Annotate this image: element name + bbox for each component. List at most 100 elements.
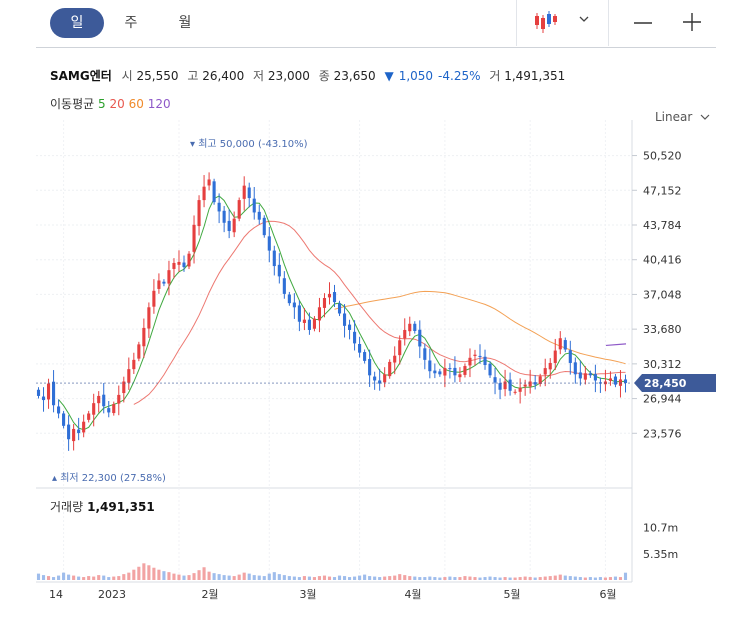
candle-body bbox=[523, 384, 527, 387]
volume-bar bbox=[36, 573, 41, 580]
candle-body bbox=[77, 429, 81, 434]
volume-bar bbox=[528, 577, 532, 580]
candle-body bbox=[337, 303, 342, 314]
candle-body bbox=[478, 355, 482, 357]
volume-bar bbox=[277, 574, 281, 580]
candle-body bbox=[192, 224, 196, 252]
candle-body bbox=[548, 362, 552, 370]
volume-bar bbox=[388, 576, 392, 580]
ma-legend: 이동평균 5 20 60 120 bbox=[50, 95, 171, 112]
candle-body bbox=[212, 181, 216, 203]
volume-bar bbox=[82, 577, 86, 580]
candle-body bbox=[307, 319, 311, 330]
volume-bar bbox=[87, 576, 91, 580]
volume-bar bbox=[538, 577, 542, 580]
volume-bar bbox=[147, 565, 151, 580]
volume-bar bbox=[568, 576, 572, 580]
zoom-in-button[interactable] bbox=[680, 10, 704, 34]
volume-bar bbox=[92, 576, 96, 580]
volume-bar bbox=[167, 572, 171, 580]
volume-bar bbox=[603, 577, 607, 580]
low-label: 저 bbox=[253, 69, 265, 83]
y-tick-label: 43,784 bbox=[643, 219, 682, 232]
candle-body bbox=[132, 359, 136, 370]
candle-body bbox=[513, 391, 517, 393]
volume-bar bbox=[563, 575, 567, 580]
volume-bar bbox=[368, 576, 372, 580]
change-pct: -4.25% bbox=[438, 69, 481, 83]
candle-body bbox=[533, 382, 537, 385]
candle-body bbox=[217, 202, 221, 212]
volume-bar bbox=[182, 575, 186, 580]
low-value: 23,000 bbox=[267, 69, 310, 83]
candle-body bbox=[122, 381, 126, 394]
volume-bar bbox=[458, 577, 462, 580]
ma-legend-5[interactable]: 5 bbox=[98, 97, 106, 111]
candle-body bbox=[443, 368, 447, 376]
candle-body bbox=[578, 372, 582, 379]
volume-bar bbox=[498, 577, 502, 580]
toolbar-divider bbox=[516, 0, 517, 46]
y-tick-label: 40,416 bbox=[643, 254, 682, 267]
stock-info: SAMG엔터 시 25,550 고 26,400 저 23,000 종 23,6… bbox=[50, 67, 570, 84]
volume-bar bbox=[172, 573, 176, 580]
ma5-line bbox=[58, 195, 626, 431]
candle-body bbox=[222, 210, 226, 223]
candle-body bbox=[302, 319, 306, 323]
candle-body bbox=[528, 381, 532, 387]
candle-body bbox=[373, 376, 377, 381]
candle-body bbox=[252, 198, 256, 213]
volume-bar bbox=[187, 575, 191, 580]
candle-body bbox=[573, 362, 577, 375]
volume-bar bbox=[127, 572, 131, 580]
ma120-line bbox=[605, 343, 627, 347]
tab-month[interactable]: 월 bbox=[178, 15, 192, 31]
candle-body bbox=[52, 381, 56, 406]
candle-body bbox=[41, 396, 46, 401]
volume-bar bbox=[623, 572, 628, 580]
candle-chart-icon bbox=[535, 11, 589, 33]
volume-bar bbox=[473, 577, 477, 580]
volume-bar bbox=[398, 574, 402, 580]
volume-bar bbox=[618, 577, 623, 580]
tab-week[interactable]: 주 bbox=[124, 15, 138, 31]
candle-body bbox=[227, 220, 231, 232]
candle-body bbox=[388, 361, 392, 377]
ma-legend-60[interactable]: 60 bbox=[128, 97, 144, 111]
x-axis-labels: 14 2023 2월 3월 4월 5월 6월 bbox=[49, 588, 617, 601]
candle-body bbox=[553, 350, 557, 363]
volume-panel-value: 1,491,351 bbox=[87, 500, 155, 514]
tab-day[interactable]: 일 bbox=[50, 8, 104, 38]
candle-body bbox=[503, 381, 507, 390]
current-price-label: 28,450 bbox=[644, 377, 687, 390]
candle-body bbox=[177, 261, 181, 265]
volume-bar bbox=[593, 577, 597, 580]
volume-bar bbox=[77, 576, 81, 580]
candle-body bbox=[72, 428, 76, 442]
candle-body bbox=[563, 340, 567, 350]
candle-body bbox=[518, 387, 522, 392]
candle-body bbox=[107, 408, 111, 413]
volume-bar bbox=[197, 570, 201, 580]
candle-body bbox=[583, 373, 587, 380]
volume-bar bbox=[272, 572, 276, 580]
candle-body bbox=[348, 324, 352, 330]
volume-bar bbox=[247, 573, 251, 580]
volume-bar bbox=[478, 577, 482, 580]
change-value: 1,050 bbox=[398, 69, 434, 83]
candle-body bbox=[237, 200, 241, 219]
ma-legend-20[interactable]: 20 bbox=[109, 97, 125, 111]
volume-bars: 10.7m 5.35m bbox=[36, 522, 678, 580]
close-value: 23,650 bbox=[333, 69, 376, 83]
ma-legend-120[interactable]: 120 bbox=[147, 97, 171, 111]
chart-type-select[interactable] bbox=[532, 10, 602, 36]
zoom-out-button[interactable] bbox=[632, 12, 654, 34]
volume-bar bbox=[267, 573, 271, 580]
candle-body bbox=[413, 323, 417, 331]
candle-body bbox=[332, 292, 337, 303]
scale-select[interactable]: Linear bbox=[655, 110, 711, 124]
volume-bar bbox=[393, 575, 397, 580]
volume-bar bbox=[237, 574, 241, 580]
volume-bar bbox=[423, 577, 427, 580]
